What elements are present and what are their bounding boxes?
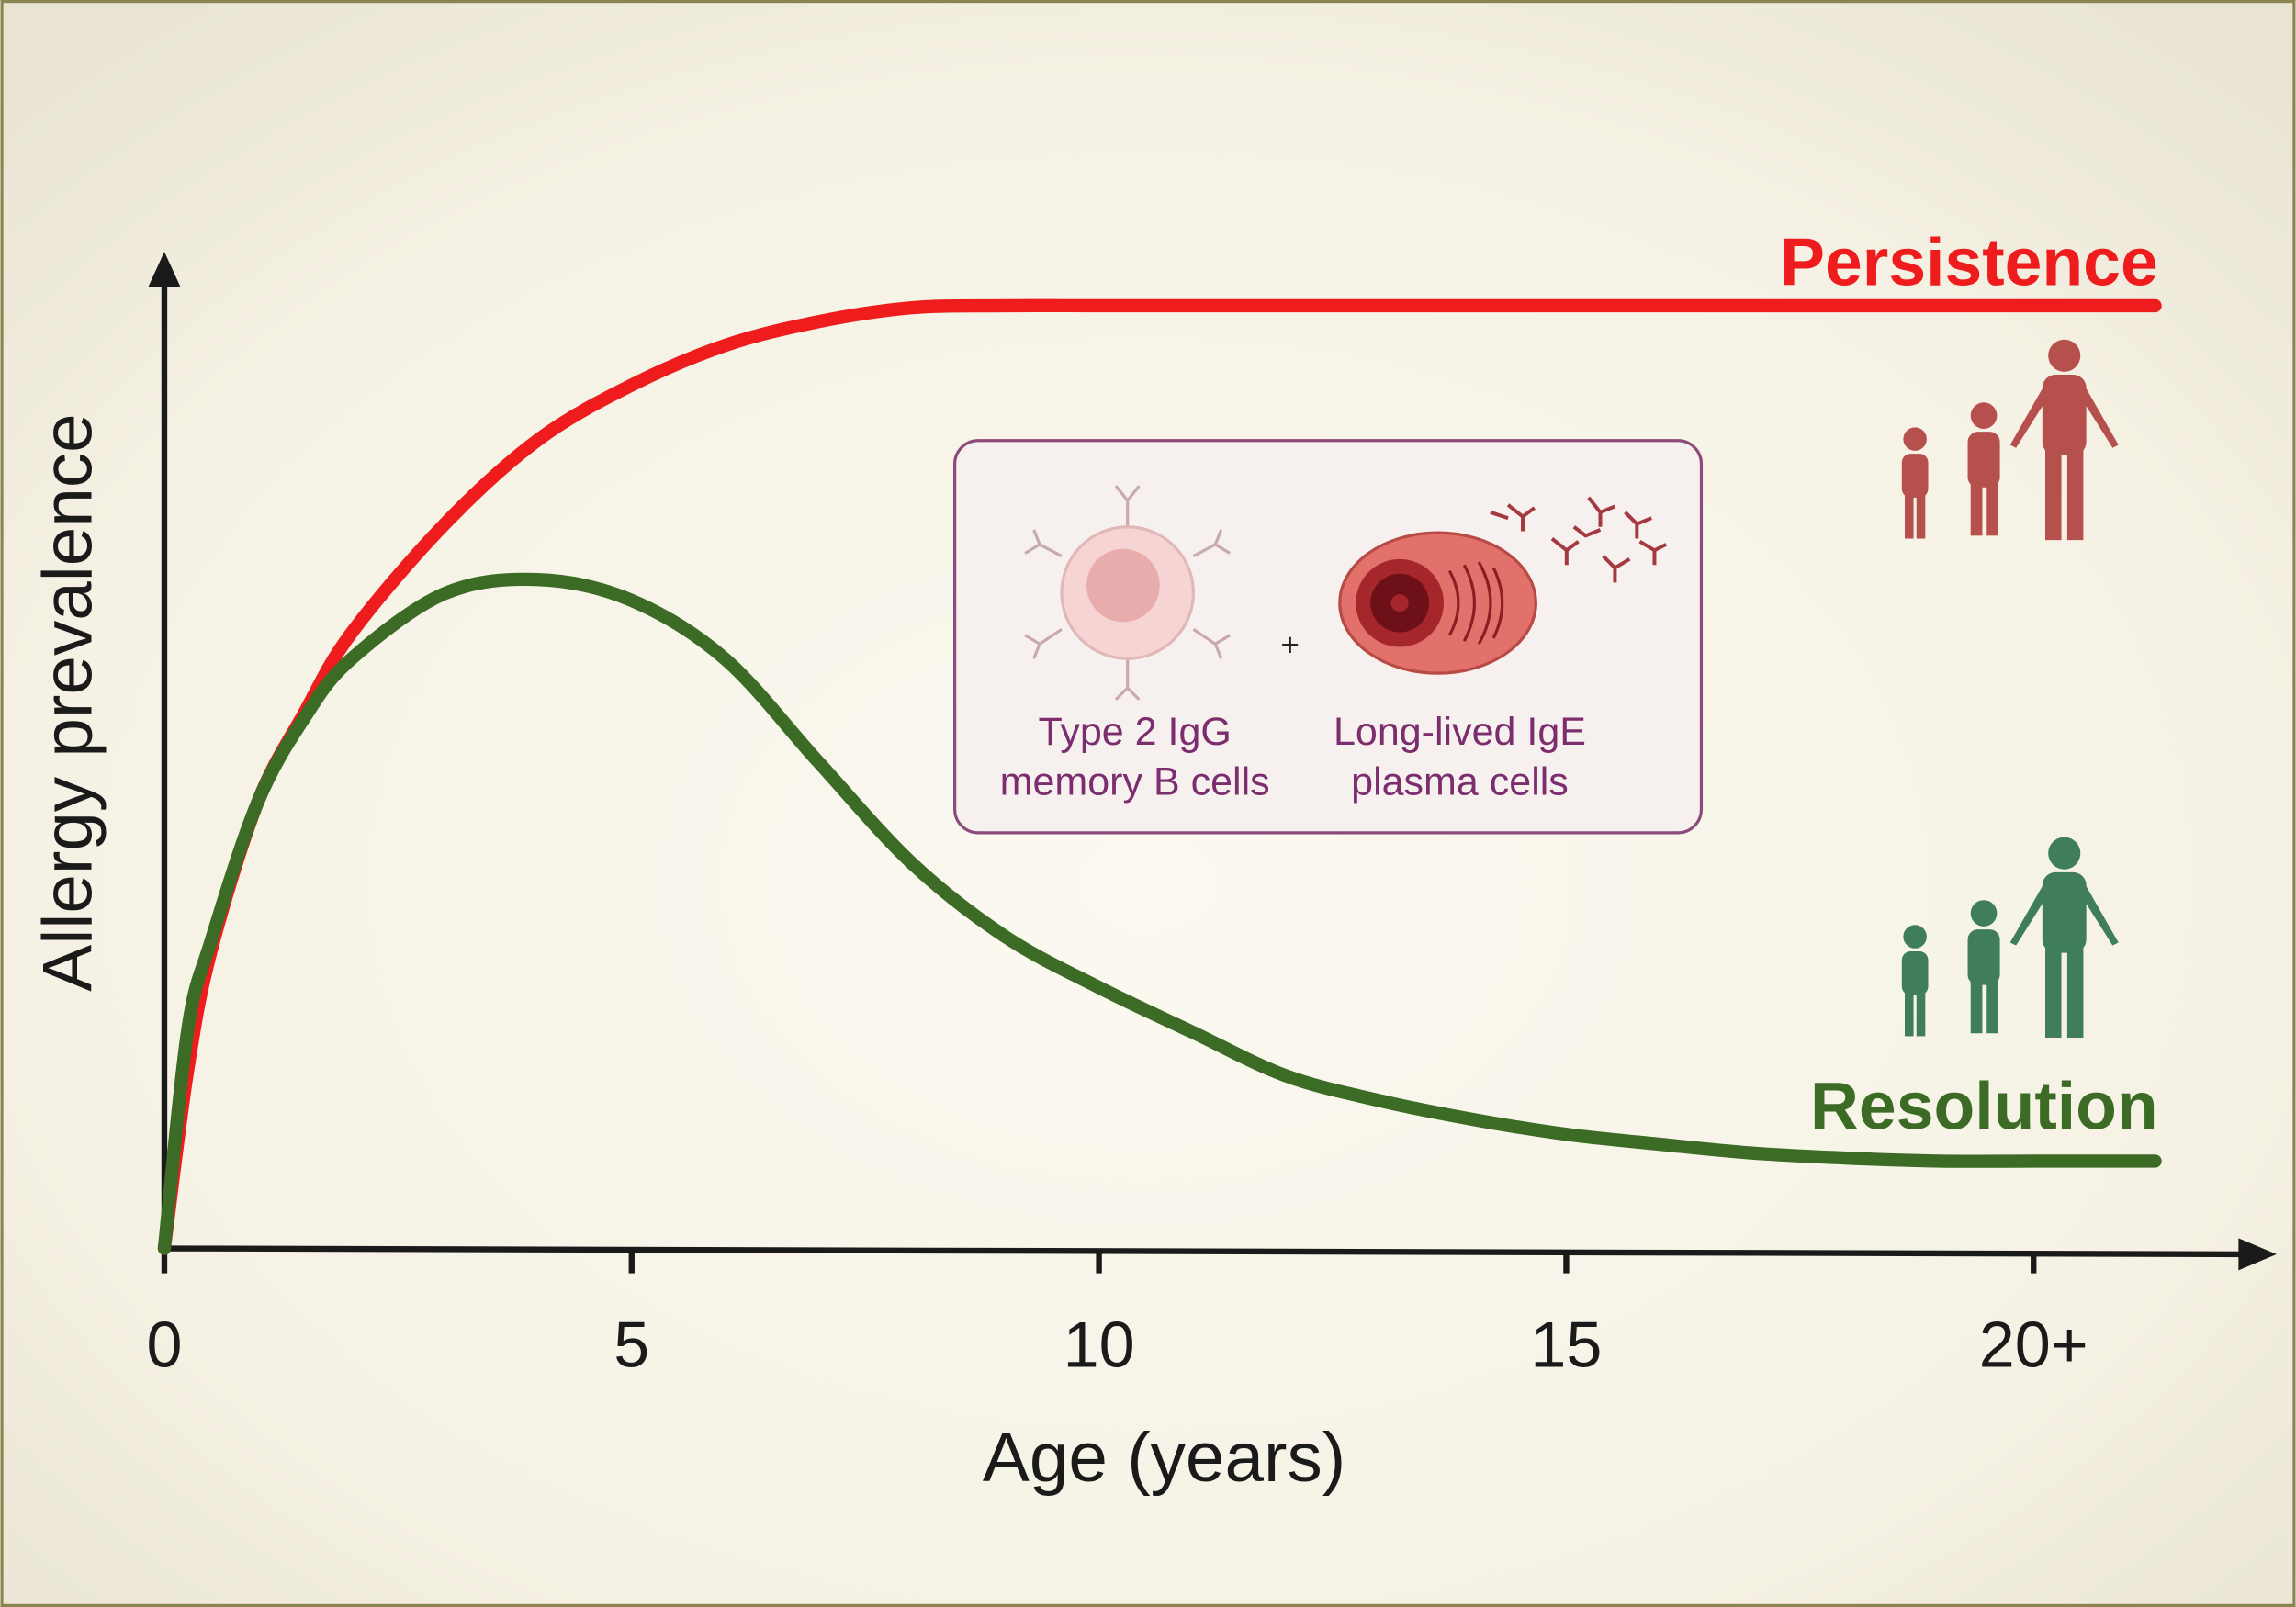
series-line [157, 572, 2162, 1255]
x-tick-label: 0 [146, 1309, 182, 1381]
series-label: Resolution [1810, 1068, 2158, 1143]
axes [148, 252, 2277, 1271]
x-axis-title: Age (years) [983, 1419, 1345, 1497]
inset: + Type 2 IgG memory B cells Long-lived I… [953, 439, 1704, 835]
y-arrow [148, 252, 181, 287]
plus-sign: + [1280, 627, 1299, 663]
x-tick-label: 15 [1530, 1309, 1602, 1381]
x-arrow [2238, 1238, 2277, 1271]
b-cell-label: Type 2 IgG [1038, 710, 1231, 754]
y-axis-title: Allergy prevalence [28, 413, 107, 991]
series-label: Persistence [1780, 225, 2158, 300]
b-cell-icon [1024, 485, 1232, 701]
x-axis [161, 1245, 2247, 1258]
x-tick-label: 10 [1064, 1309, 1135, 1381]
b-cell-label: memory B cells [1000, 759, 1270, 804]
people-resolution [1901, 837, 2119, 1039]
x-tick-label: 5 [613, 1309, 649, 1381]
plasma-cell-icon [1338, 496, 1668, 675]
x-tick-label: 20+ [1979, 1309, 2088, 1381]
plasma-cell-label: plasma cells [1351, 759, 1569, 804]
people-persistence [1901, 339, 2119, 541]
plasma-cell-label: Long-lived IgE [1334, 710, 1586, 754]
